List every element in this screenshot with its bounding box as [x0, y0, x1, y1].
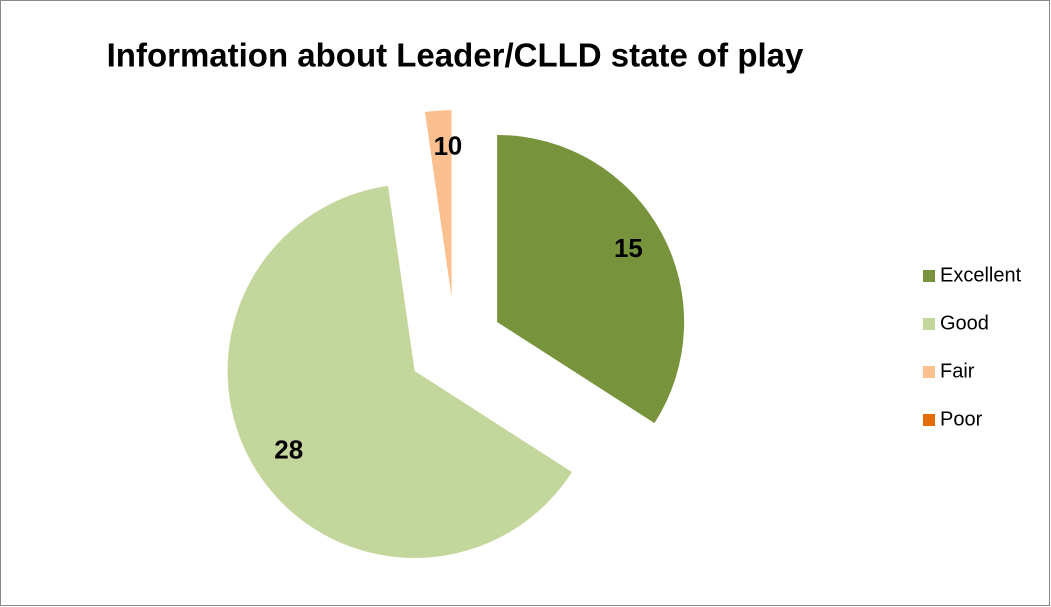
pie-slice — [424, 110, 452, 298]
legend-label: Poor — [940, 408, 983, 430]
pie-slice — [497, 134, 685, 424]
legend-swatch — [923, 318, 935, 330]
legend-label: Excellent — [940, 264, 1022, 286]
pie-slice — [227, 185, 572, 558]
data-label: 28 — [274, 435, 303, 465]
data-label: 15 — [614, 233, 643, 263]
legend-swatch — [923, 366, 935, 378]
data-label: 1 — [434, 131, 448, 161]
legend-swatch — [923, 270, 935, 282]
data-label: 0 — [448, 130, 462, 160]
legend-swatch — [923, 414, 935, 426]
legend-label: Good — [940, 312, 989, 334]
chart-title: Information about Leader/CLLD state of p… — [107, 37, 804, 74]
legend-label: Fair — [940, 360, 975, 382]
